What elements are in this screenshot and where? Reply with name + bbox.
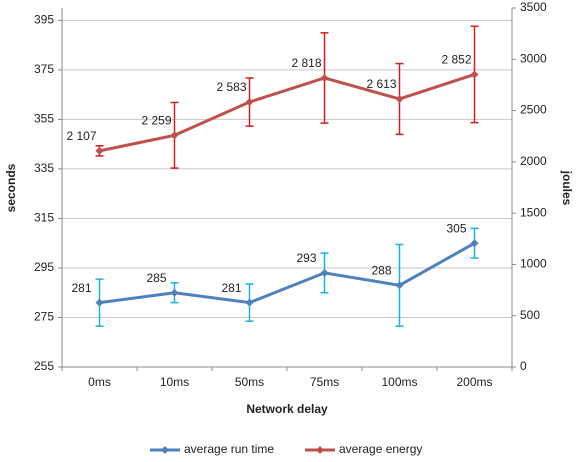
- data-label: 2 613: [366, 77, 396, 91]
- y-tick-label: 255: [34, 359, 54, 373]
- y2-tick-label: 2500: [520, 103, 547, 117]
- marker: [95, 146, 104, 155]
- x-tick-label: 10ms: [160, 375, 189, 389]
- marker: [170, 131, 179, 140]
- series-line: [99, 241, 476, 305]
- marker: [470, 239, 479, 248]
- y-tick-label: 315: [34, 211, 54, 225]
- data-label: 2 583: [216, 80, 246, 94]
- legend-label: average energy: [339, 442, 422, 456]
- y-axis-title: seconds: [4, 163, 18, 212]
- y-tick-label: 335: [34, 161, 54, 175]
- data-label: 2 852: [441, 53, 471, 67]
- data-label: 305: [446, 221, 466, 235]
- y2-tick-label: 0: [520, 359, 527, 373]
- marker: [95, 298, 104, 307]
- y2-tick-label: 1000: [520, 257, 547, 271]
- x-tick-label: 75ms: [310, 375, 339, 389]
- marker: [395, 281, 404, 290]
- data-label: 281: [221, 281, 241, 295]
- y2-tick-label: 500: [520, 308, 540, 322]
- y2-axis-title: joules: [560, 170, 574, 206]
- y2-tick-label: 1500: [520, 205, 547, 219]
- data-label: 2 107: [66, 129, 96, 143]
- y2-tick-label: 3500: [520, 0, 547, 14]
- y-tick-label: 295: [34, 260, 54, 274]
- data-label: 281: [71, 281, 91, 295]
- y2-tick-label: 2000: [520, 154, 547, 168]
- x-tick-label: 50ms: [235, 375, 264, 389]
- series-line: [99, 73, 475, 153]
- x-tick-label: 0ms: [88, 375, 111, 389]
- marker: [170, 288, 179, 297]
- y-tick-label: 375: [34, 62, 54, 76]
- y-tick-label: 355: [34, 112, 54, 126]
- legend-label: average run time: [184, 442, 274, 456]
- marker: [320, 73, 329, 82]
- marker: [395, 94, 404, 103]
- marker: [245, 98, 254, 107]
- marker: [245, 298, 254, 307]
- y-tick-label: 395: [34, 13, 54, 27]
- data-label: 2 259: [141, 113, 171, 127]
- marker: [470, 70, 479, 79]
- data-label: 2 818: [291, 56, 321, 70]
- legend-marker: [161, 446, 169, 454]
- y-tick-label: 275: [34, 310, 54, 324]
- data-label: 285: [146, 271, 166, 285]
- y2-tick-label: 3000: [520, 51, 547, 65]
- x-axis-title: Network delay: [246, 402, 328, 416]
- x-tick-label: 200ms: [456, 375, 492, 389]
- data-label: 288: [371, 263, 391, 277]
- x-tick-label: 100ms: [381, 375, 417, 389]
- marker: [320, 268, 329, 277]
- legend-marker: [316, 446, 324, 454]
- data-label: 293: [296, 251, 316, 265]
